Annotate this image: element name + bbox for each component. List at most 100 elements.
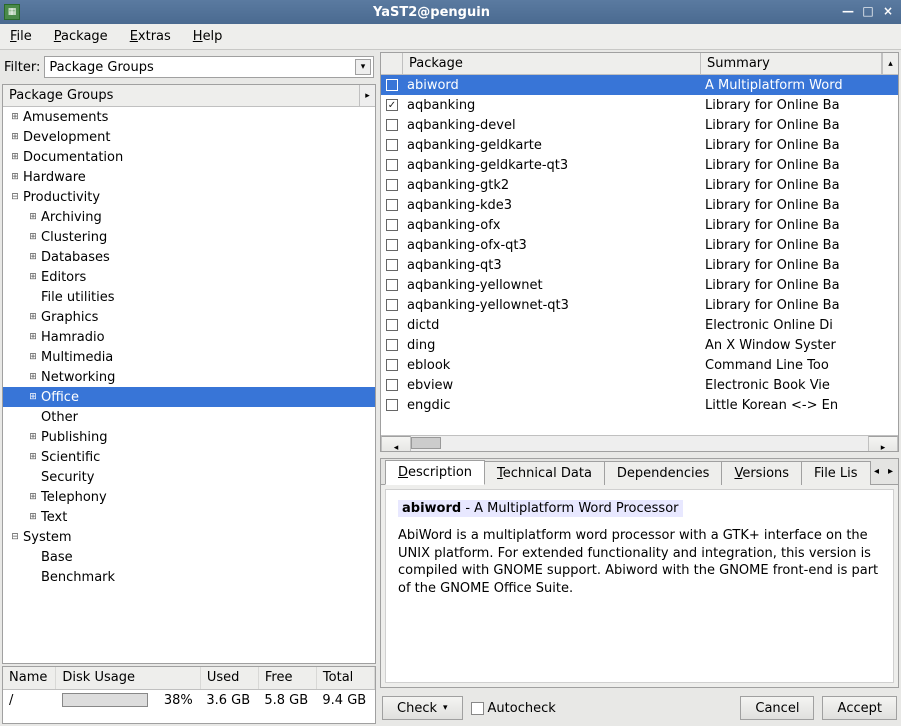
package-row[interactable]: engdicLittle Korean <-> En (381, 395, 898, 415)
tree-expander-icon[interactable]: ⊞ (27, 232, 39, 242)
autocheck-checkbox[interactable]: Autocheck (471, 701, 556, 716)
tree-expander-icon[interactable]: ⊟ (9, 532, 21, 542)
tree-expander-icon[interactable]: ⊞ (27, 312, 39, 322)
package-checkbox[interactable] (381, 219, 403, 231)
package-checkbox[interactable] (381, 319, 403, 331)
package-checkbox[interactable] (381, 299, 403, 311)
tree-item[interactable]: ⊞Hardware (3, 167, 375, 187)
tree-item[interactable]: ⊞Text (3, 507, 375, 527)
pkg-col-package[interactable]: Package (403, 53, 701, 74)
tree-item[interactable]: ⊞Clustering (3, 227, 375, 247)
tree-expander-icon[interactable]: ⊞ (27, 452, 39, 462)
package-row[interactable]: aqbanking-yellownet-qt3Library for Onlin… (381, 295, 898, 315)
package-row[interactable]: aqbanking-geldkarteLibrary for Online Ba (381, 135, 898, 155)
package-checkbox[interactable] (381, 159, 403, 171)
minimize-button[interactable]: — (839, 4, 857, 20)
tree-expander-icon[interactable]: ⊞ (27, 352, 39, 362)
package-checkbox[interactable] (381, 379, 403, 391)
tree-expander-icon[interactable]: ⊞ (9, 132, 21, 142)
tree-item[interactable]: ⊟Productivity (3, 187, 375, 207)
tree-expander-icon[interactable]: ⊞ (27, 252, 39, 262)
cancel-button[interactable]: Cancel (740, 696, 814, 720)
scroll-thumb[interactable] (411, 437, 441, 449)
tree-item[interactable]: ⊞Editors (3, 267, 375, 287)
tree-item[interactable]: ⊞Publishing (3, 427, 375, 447)
package-checkbox[interactable] (381, 359, 403, 371)
tree-item[interactable]: ⊞Amusements (3, 107, 375, 127)
package-row[interactable]: abiwordA Multiplatform Word (381, 75, 898, 95)
menu-file[interactable]: File (6, 27, 36, 46)
tab-versions[interactable]: Versions (721, 461, 802, 485)
tree-expander-icon[interactable]: ⊟ (9, 192, 21, 202)
pkg-hscrollbar[interactable]: ◂ ▸ (381, 435, 898, 451)
package-checkbox[interactable] (381, 259, 403, 271)
package-row[interactable]: aqbanking-gtk2Library for Online Ba (381, 175, 898, 195)
tree-expander-icon[interactable]: ⊞ (27, 272, 39, 282)
package-checkbox[interactable] (381, 119, 403, 131)
tab-nav-left[interactable]: ◂ (870, 466, 884, 477)
tree-item[interactable]: ⊞Hamradio (3, 327, 375, 347)
pkg-scroll-up[interactable]: ▴ (882, 53, 898, 74)
disk-col-name[interactable]: Name (3, 667, 56, 689)
tab-technical[interactable]: Technical Data (484, 461, 605, 485)
disk-col-used[interactable]: Used (200, 667, 258, 689)
package-checkbox[interactable] (381, 79, 403, 91)
package-row[interactable]: aqbanking-kde3Library for Online Ba (381, 195, 898, 215)
tab-dependencies[interactable]: Dependencies (604, 461, 723, 485)
package-checkbox[interactable] (381, 239, 403, 251)
tree-expander-icon[interactable]: ⊞ (27, 492, 39, 502)
tree-expander-icon[interactable]: ⊞ (27, 372, 39, 382)
check-button[interactable]: Check▾ (382, 696, 463, 720)
tree-expander-icon[interactable]: ⊞ (9, 112, 21, 122)
tree-expander-icon[interactable]: ⊞ (9, 172, 21, 182)
tree-item[interactable]: ⊞Development (3, 127, 375, 147)
tree-item[interactable]: Other (3, 407, 375, 427)
disk-col-total[interactable]: Total (316, 667, 374, 689)
package-checkbox[interactable] (381, 139, 403, 151)
package-row[interactable]: aqbanking-ofxLibrary for Online Ba (381, 215, 898, 235)
tree-expander-icon[interactable]: ⊞ (27, 432, 39, 442)
tree-item[interactable]: ⊞Office (3, 387, 375, 407)
package-checkbox[interactable]: ✓ (381, 99, 403, 111)
tree-expander-icon[interactable]: ⊞ (27, 212, 39, 222)
tree-item[interactable]: Base (3, 547, 375, 567)
package-checkbox[interactable] (381, 179, 403, 191)
package-row[interactable]: aqbanking-qt3Library for Online Ba (381, 255, 898, 275)
tab-filelist[interactable]: File Lis (801, 461, 871, 485)
tree-item[interactable]: ⊞Multimedia (3, 347, 375, 367)
disk-col-usage[interactable]: Disk Usage (56, 667, 200, 689)
package-checkbox[interactable] (381, 339, 403, 351)
tab-nav-right[interactable]: ▸ (884, 466, 898, 477)
pkg-col-summary[interactable]: Summary (701, 53, 882, 74)
tab-description[interactable]: Description (385, 460, 485, 485)
package-row[interactable]: aqbanking-ofx-qt3Library for Online Ba (381, 235, 898, 255)
package-row[interactable]: ebviewElectronic Book Vie (381, 375, 898, 395)
pkg-col-checkbox[interactable] (381, 53, 403, 74)
scroll-left-icon[interactable]: ◂ (381, 436, 411, 452)
package-checkbox[interactable] (381, 399, 403, 411)
package-row[interactable]: aqbanking-yellownetLibrary for Online Ba (381, 275, 898, 295)
close-button[interactable]: × (879, 4, 897, 20)
package-row[interactable]: aqbanking-geldkarte-qt3Library for Onlin… (381, 155, 898, 175)
tree-item[interactable]: ⊞Databases (3, 247, 375, 267)
maximize-button[interactable]: □ (859, 4, 877, 20)
tree-item[interactable]: Security (3, 467, 375, 487)
menu-extras[interactable]: Extras (126, 27, 175, 46)
tree-item[interactable]: ⊟System (3, 527, 375, 547)
tree-expander-icon[interactable]: ⊞ (9, 152, 21, 162)
chevron-down-icon[interactable]: ▾ (355, 59, 371, 75)
scroll-right-icon[interactable]: ▸ (868, 436, 898, 452)
package-row[interactable]: aqbanking-develLibrary for Online Ba (381, 115, 898, 135)
menu-package[interactable]: Package (50, 27, 112, 46)
tree-item[interactable]: File utilities (3, 287, 375, 307)
tree-expander-icon[interactable]: ⊞ (27, 332, 39, 342)
package-row[interactable]: eblookCommand Line Too (381, 355, 898, 375)
package-row[interactable]: ✓aqbankingLibrary for Online Ba (381, 95, 898, 115)
package-row[interactable]: dictdElectronic Online Di (381, 315, 898, 335)
tree-item[interactable]: ⊞Archiving (3, 207, 375, 227)
package-checkbox[interactable] (381, 279, 403, 291)
filter-combo[interactable]: Package Groups ▾ (44, 56, 374, 78)
tree-expander-icon[interactable]: ⊞ (27, 392, 39, 402)
disk-col-free[interactable]: Free (258, 667, 316, 689)
tree-item[interactable]: ⊞Scientific (3, 447, 375, 467)
